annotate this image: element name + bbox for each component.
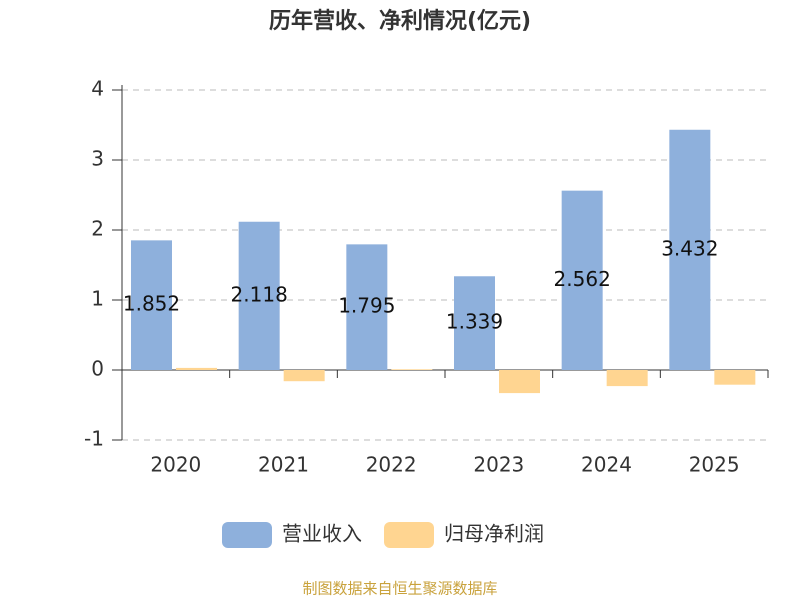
x-tick-label: 2024	[581, 453, 632, 477]
bar	[391, 369, 433, 370]
bar	[346, 244, 388, 370]
bar	[669, 129, 711, 370]
y-tick-label: 4	[91, 77, 104, 101]
legend-swatch	[384, 522, 434, 548]
source-note: 制图数据来自恒生聚源数据库	[302, 580, 497, 598]
data-label: 2.118	[231, 282, 288, 306]
legend-label: 归母净利润	[444, 522, 544, 546]
y-tick-label: -1	[84, 427, 104, 451]
x-tick-label: 2020	[150, 453, 201, 477]
x-tick-label: 2023	[473, 453, 524, 477]
bar	[606, 370, 648, 387]
bar	[176, 367, 217, 370]
x-tick-label: 2021	[258, 453, 309, 477]
bar	[131, 240, 172, 370]
bar	[238, 221, 280, 370]
y-tick-label: 3	[91, 147, 104, 171]
bar	[561, 190, 603, 370]
data-label: 3.432	[661, 236, 718, 260]
y-tick-label: 1	[91, 287, 104, 311]
bar	[499, 370, 540, 394]
chart-title: 历年营收、净利情况(亿元)	[269, 8, 531, 34]
data-label: 1.339	[446, 310, 503, 334]
bar	[283, 370, 325, 382]
data-label: 1.795	[338, 294, 395, 318]
x-tick-label: 2022	[366, 453, 417, 477]
data-label: 2.562	[554, 267, 611, 291]
data-label: 1.852	[123, 292, 180, 316]
x-tick-label: 2025	[689, 453, 740, 477]
bar	[454, 276, 495, 370]
bar	[714, 370, 756, 385]
legend-label: 营业收入	[282, 522, 362, 546]
y-tick-label: 0	[91, 357, 104, 381]
y-tick-label: 2	[91, 217, 104, 241]
legend-swatch	[222, 522, 272, 548]
